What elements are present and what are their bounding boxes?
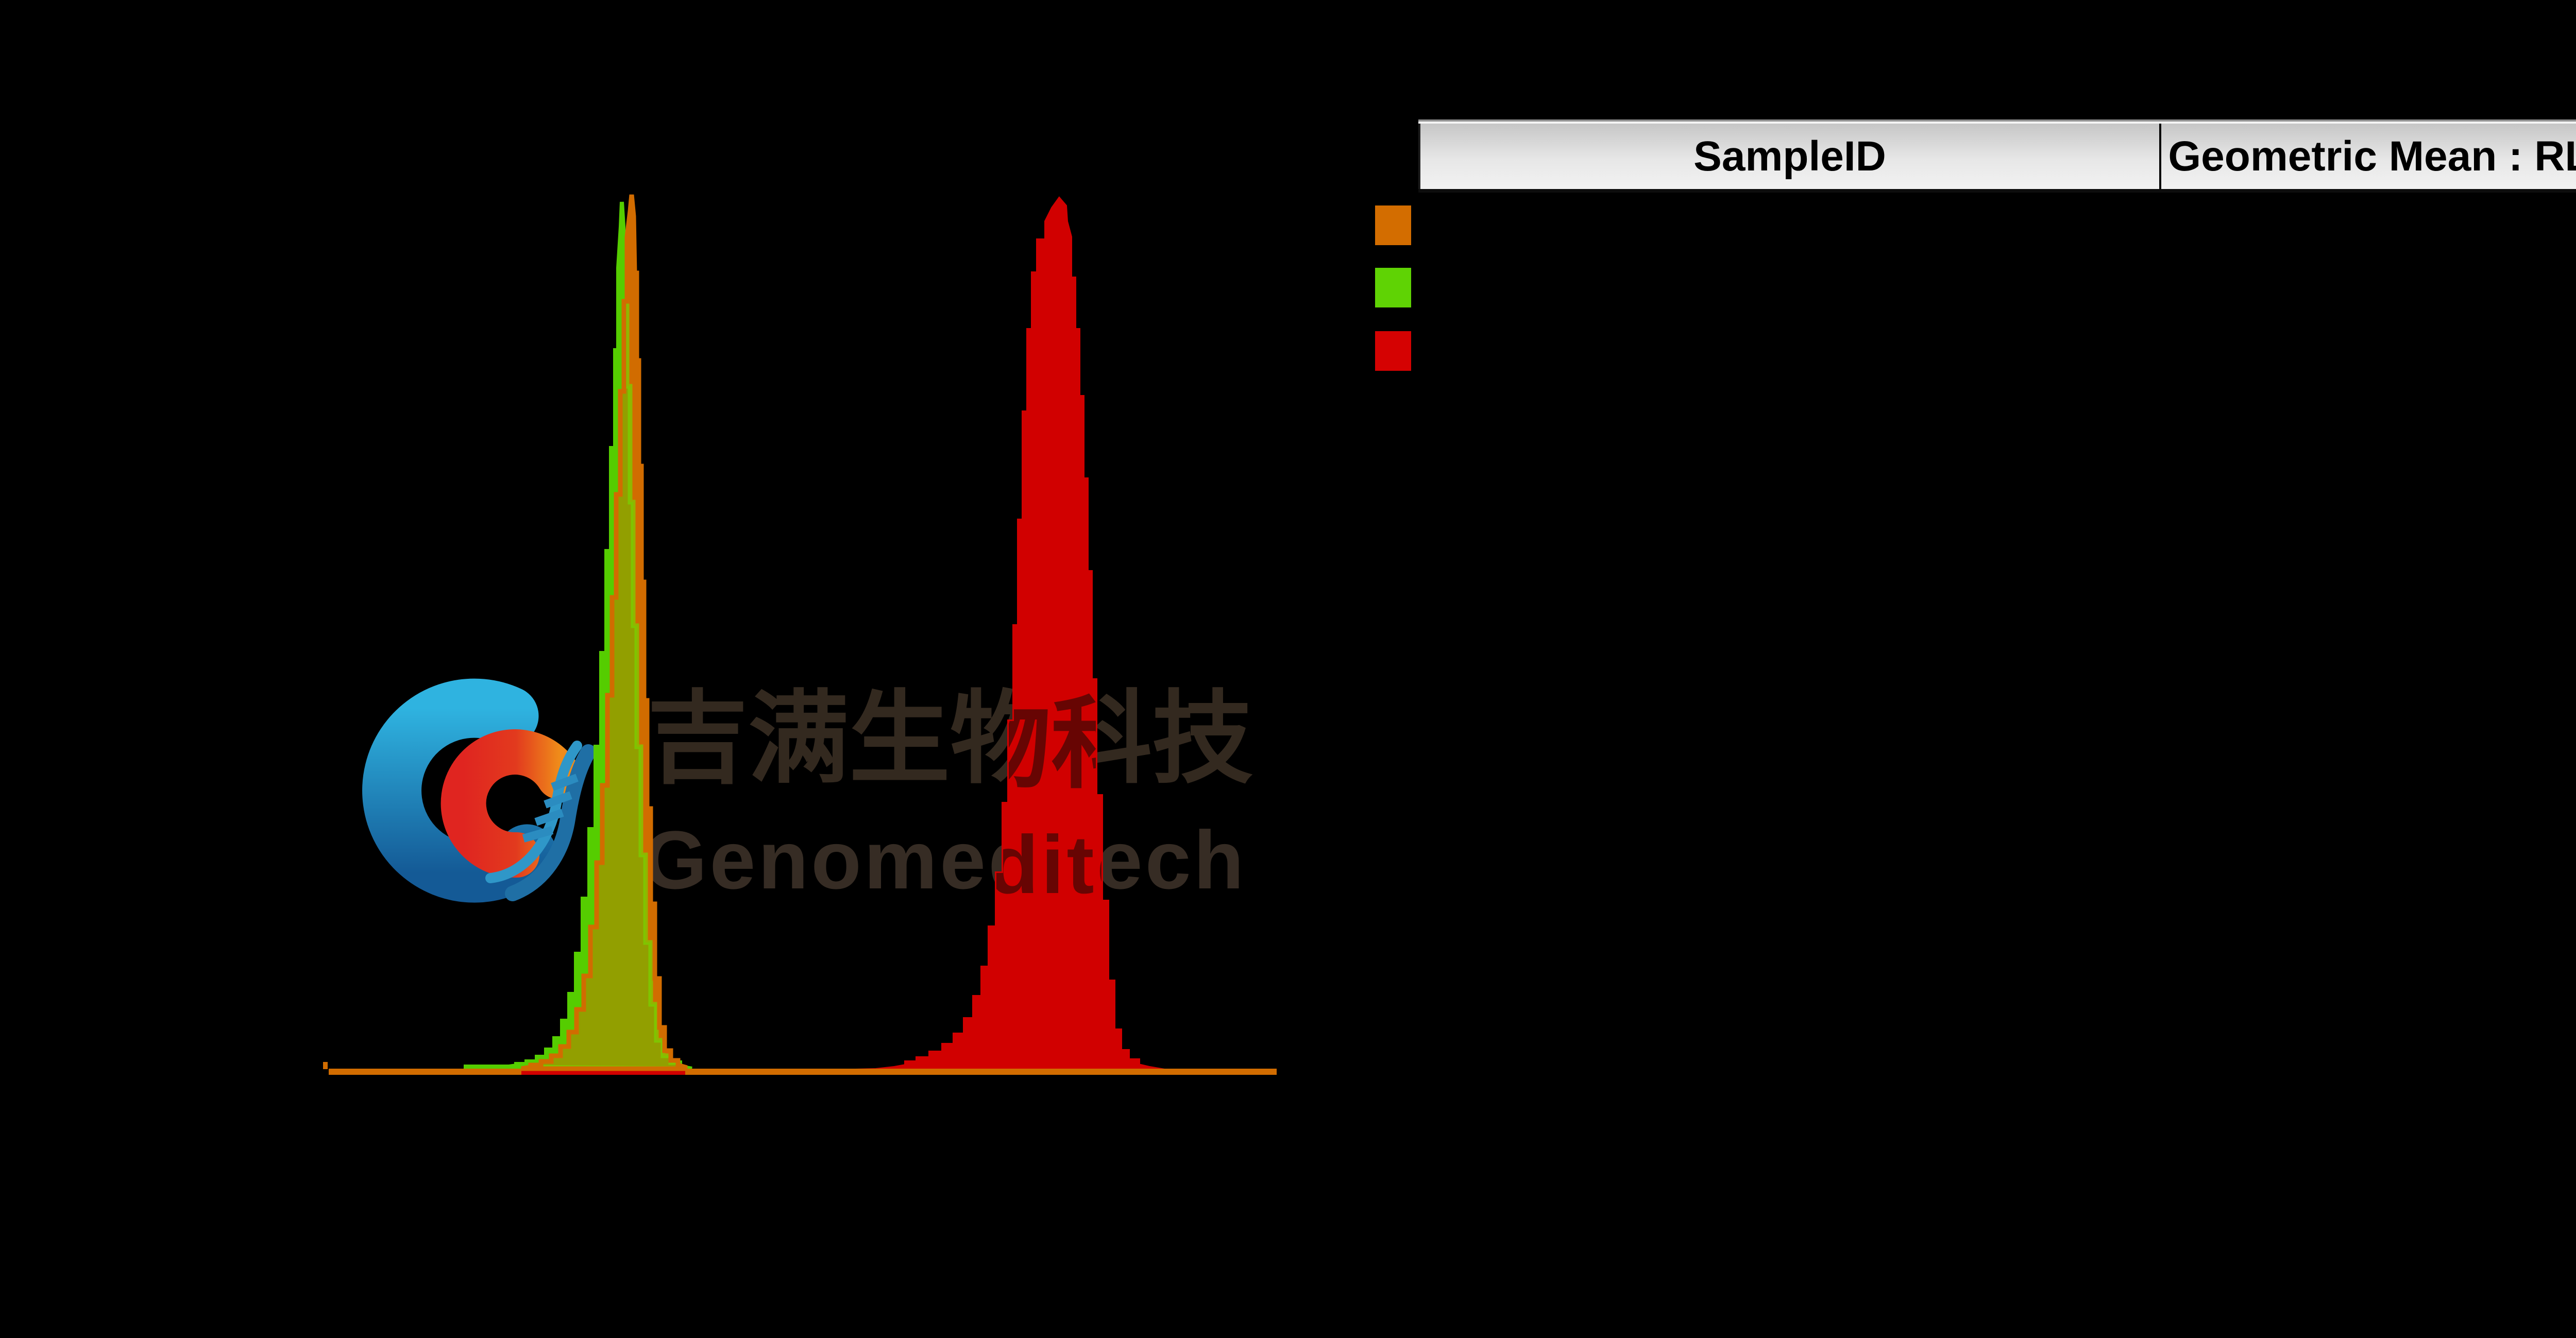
table-header-row: SampleID Geometric Mean : RL1-H [1418,124,2576,189]
table-top-border [1418,119,2576,122]
logo-red-swirl [440,729,582,878]
watermark-through-red: 吉满生物科技 Genomeditech [643,688,1253,911]
svg-text:Genomeditech: Genomeditech [643,818,1246,911]
legend-swatch-red [1375,331,1411,371]
column-header-sampleid: SampleID [1420,124,2159,189]
red-histogram-curve [855,199,1164,1070]
logo-blue-swirl [362,678,557,903]
green-histogram-curve [464,202,692,1069]
x-axis-baseline [329,1069,521,1075]
logo-dna-strand [505,744,596,901]
genomeditech-logo-icon [362,678,596,903]
table-top-highlight [1418,122,2576,124]
legend-swatch-orange [1375,205,1411,245]
x-axis-baseline [685,1069,1277,1075]
logo-dna-rungs [522,774,579,843]
green-orange-overlap [464,202,692,1069]
watermark-en-text: Genomeditech [643,814,1247,906]
legend-swatch-green [1375,268,1411,307]
column-header-geometric-mean: Geometric Mean : RL1-H [2159,124,2576,189]
watermark-cn-text: 吉满生物科技 [647,682,1253,795]
table-header-bottom-border [1418,189,2576,193]
baseline-start-tick [323,1062,328,1069]
svg-text:吉满生物科技: 吉满生物科技 [647,688,1253,800]
stats-table: SampleID Geometric Mean : RL1-H [1418,119,2576,193]
logo-dna-strand [485,741,582,883]
